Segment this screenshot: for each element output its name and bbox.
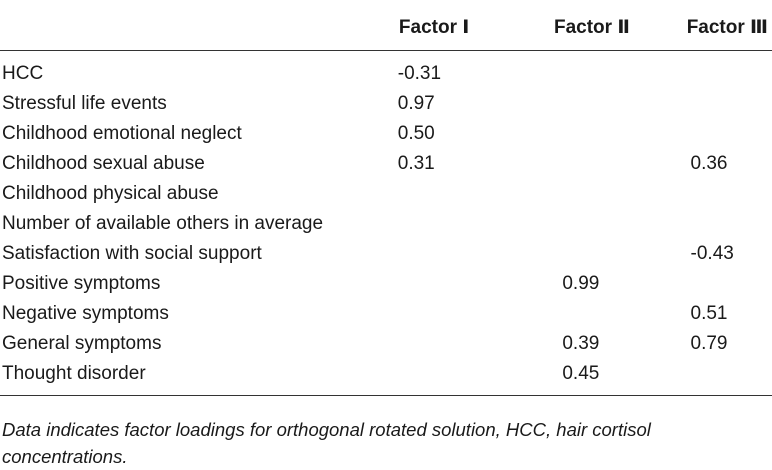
factor-2-value bbox=[529, 299, 654, 329]
header-row: Factor Ⅰ Factor Ⅱ Factor Ⅲ bbox=[0, 4, 772, 51]
row-label: Stressful life events bbox=[2, 93, 167, 114]
factor-3-value bbox=[655, 179, 772, 209]
factor-loadings-table: Factor Ⅰ Factor Ⅱ Factor Ⅲ HCC -0.31 Str… bbox=[0, 4, 772, 396]
factor-1-value: 0.31 bbox=[397, 153, 435, 174]
row-label: Satisfaction with social support bbox=[2, 243, 262, 264]
factor-1-value: 0.50 bbox=[397, 123, 435, 144]
row-label: Childhood sexual abuse bbox=[2, 153, 205, 174]
row-label: Childhood emotional neglect bbox=[2, 123, 242, 144]
table-row: Satisfaction with social support -0.43 bbox=[0, 239, 772, 269]
factor-1-value: 0.97 bbox=[397, 93, 435, 114]
factor-1-value bbox=[368, 239, 530, 269]
factor-1-value bbox=[368, 269, 530, 299]
table-row: Positive symptoms 0.99 bbox=[0, 269, 772, 299]
header-factor-2: Factor Ⅱ bbox=[529, 4, 655, 51]
factor-3-value bbox=[654, 359, 772, 396]
factor-3-value: 0.79 bbox=[690, 333, 728, 354]
table-row: Childhood physical abuse bbox=[0, 179, 772, 209]
factor-3-value bbox=[655, 119, 772, 149]
table-body: HCC -0.31 Stressful life events 0.97 Chi… bbox=[0, 51, 772, 396]
factor-2-value bbox=[529, 209, 654, 239]
row-label: HCC bbox=[2, 63, 44, 84]
row-label: Negative symptoms bbox=[2, 303, 169, 324]
row-label: General symptoms bbox=[2, 333, 162, 354]
factor-3-value: -0.43 bbox=[690, 243, 734, 264]
row-label: Positive symptoms bbox=[2, 273, 161, 294]
factor-2-value: 0.99 bbox=[562, 273, 600, 294]
table-row: Number of available others in average bbox=[0, 209, 772, 239]
table-row: Negative symptoms 0.51 bbox=[0, 299, 772, 329]
factor-2-value: 0.39 bbox=[562, 333, 600, 354]
table-row: General symptoms 0.39 0.79 bbox=[0, 329, 772, 359]
table-footnote: Data indicates factor loadings for ortho… bbox=[2, 419, 651, 467]
header-factor-3: Factor Ⅲ bbox=[654, 4, 772, 51]
factor-1-value: -0.31 bbox=[397, 63, 442, 84]
factor-2-value bbox=[529, 51, 654, 90]
factor-1-value bbox=[367, 359, 530, 396]
header-variable bbox=[0, 4, 368, 51]
factor-2-value bbox=[529, 239, 654, 269]
factor-3-value bbox=[655, 269, 772, 299]
table-header: Factor Ⅰ Factor Ⅱ Factor Ⅲ bbox=[0, 4, 772, 51]
factor-2-value bbox=[529, 119, 654, 149]
table-row: Childhood emotional neglect 0.50 bbox=[0, 119, 772, 149]
factor-3-value bbox=[655, 209, 772, 239]
factor-2-value bbox=[529, 89, 654, 119]
factor-1-value bbox=[368, 179, 530, 209]
row-label: Number of available others in average bbox=[2, 213, 324, 234]
table-row: Childhood sexual abuse 0.31 0.36 bbox=[0, 149, 772, 179]
table-row: Thought disorder 0.45 bbox=[0, 359, 772, 396]
factor-2-value bbox=[529, 179, 654, 209]
factor-3-value bbox=[655, 51, 772, 90]
row-label: Thought disorder bbox=[0, 359, 368, 396]
header-factor-1: Factor Ⅰ bbox=[367, 4, 530, 51]
factor-3-value: 0.36 bbox=[690, 153, 728, 174]
factor-2-value: 0.45 bbox=[529, 359, 655, 396]
factor-2-value bbox=[529, 149, 654, 179]
row-label: Childhood physical abuse bbox=[2, 183, 219, 204]
factor-3-value bbox=[655, 89, 772, 119]
factor-1-value bbox=[368, 209, 530, 239]
factor-1-value bbox=[368, 299, 530, 329]
table-row: HCC -0.31 bbox=[0, 51, 772, 90]
table-row: Stressful life events 0.97 bbox=[0, 89, 772, 119]
factor-3-value: 0.51 bbox=[690, 303, 728, 324]
factor-1-value bbox=[368, 329, 530, 359]
